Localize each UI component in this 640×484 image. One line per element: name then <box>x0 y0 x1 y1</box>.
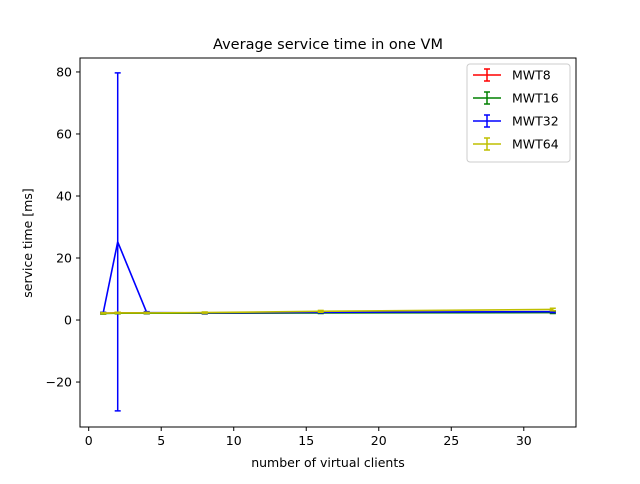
x-axis-label: number of virtual clients <box>251 455 405 470</box>
legend-label: MWT16 <box>512 91 559 106</box>
legend-entry-mwt32: MWT32 <box>473 114 559 129</box>
y-tick-label: 80 <box>56 64 72 79</box>
legend: MWT8 MWT16 MWT32 MWT64 <box>466 63 571 163</box>
series-mwt64 <box>100 307 556 315</box>
legend-entry-mwt8: MWT8 <box>473 68 551 83</box>
legend-label: MWT64 <box>512 137 559 152</box>
plot-frame <box>79 57 577 428</box>
y-tick-label: 0 <box>64 313 72 328</box>
legend-label: MWT32 <box>512 114 559 129</box>
series-layer <box>100 72 556 412</box>
x-tick-label: 5 <box>157 433 165 448</box>
x-tick-label: 0 <box>85 433 93 448</box>
x-tick-label: 10 <box>226 433 242 448</box>
legend-label: MWT8 <box>512 68 551 83</box>
y-tick-label: −20 <box>46 375 72 390</box>
y-axis-label: service time [ms] <box>20 188 35 297</box>
x-tick-label: 20 <box>371 433 387 448</box>
chart-title: Average service time in one VM <box>213 37 443 53</box>
x-tick-label: 25 <box>443 433 459 448</box>
x-tick-label: 30 <box>516 433 532 448</box>
y-tick-label: 60 <box>56 126 72 141</box>
axes-layer: 0 5 10 15 20 25 30 −20 0 20 40 60 80 <box>46 57 577 448</box>
series-line <box>103 308 553 314</box>
legend-entry-mwt16: MWT16 <box>473 91 559 106</box>
x-tick-label: 15 <box>298 433 314 448</box>
y-tick-label: 40 <box>56 188 72 203</box>
legend-entry-mwt64: MWT64 <box>473 137 559 152</box>
y-tick-label: 20 <box>56 251 72 266</box>
legend-box <box>466 63 571 163</box>
